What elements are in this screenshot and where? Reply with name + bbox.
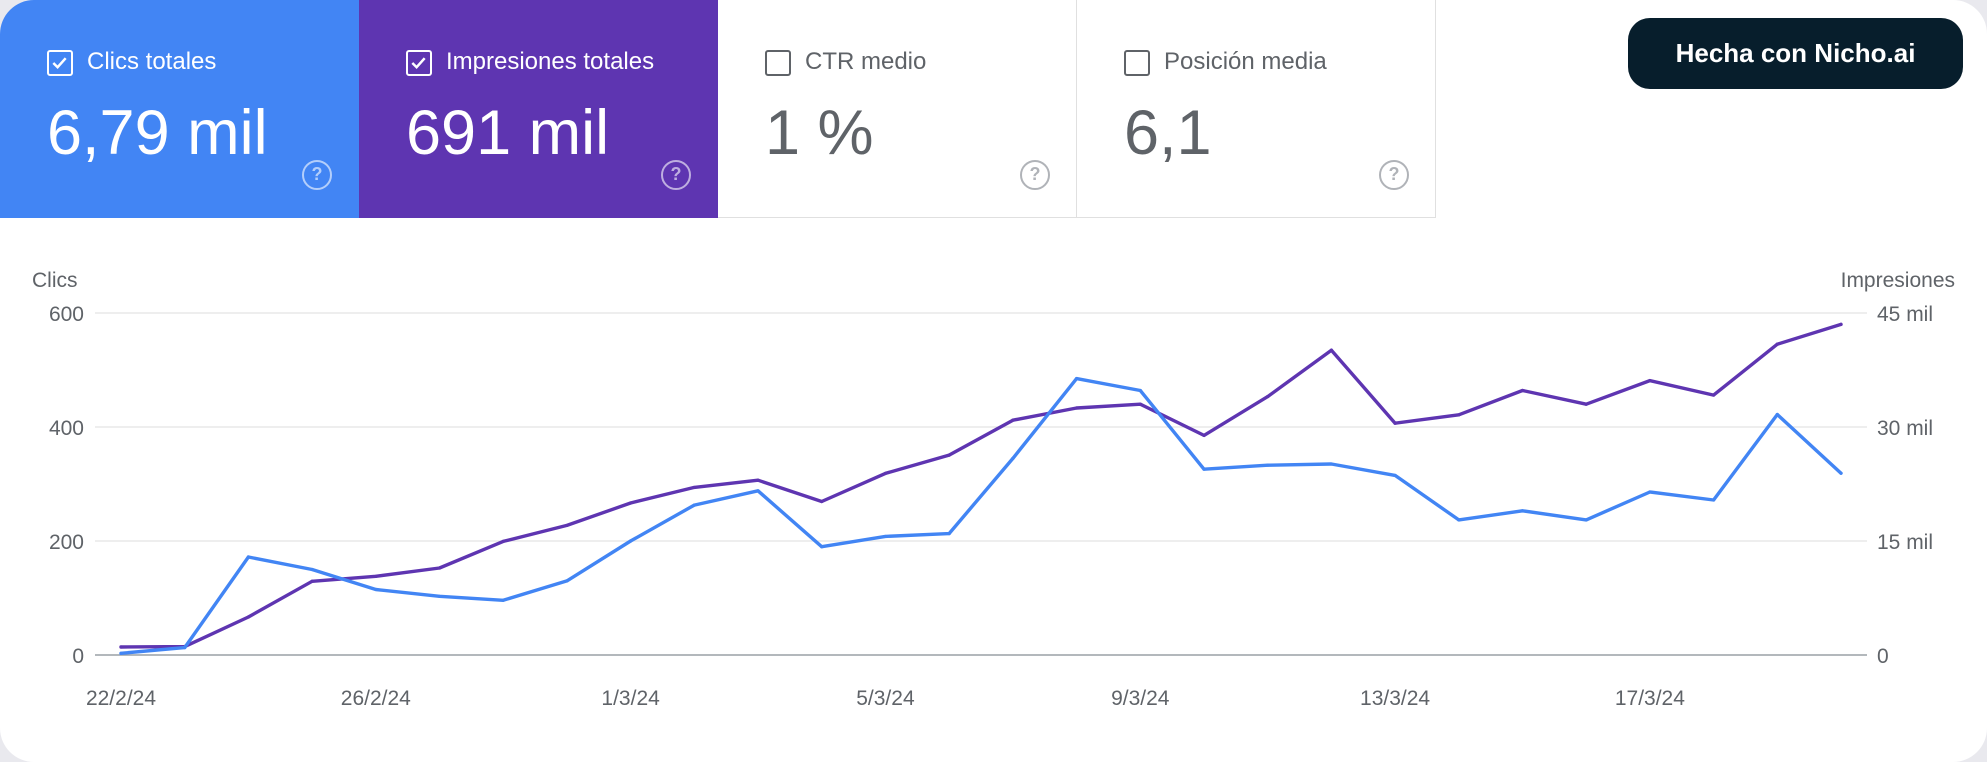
- impressions-point: [1266, 395, 1270, 399]
- position-value: 6,1: [1124, 98, 1212, 168]
- clicks-point: [883, 534, 888, 539]
- impressions-point: [1775, 342, 1779, 346]
- impressions-point: [1457, 413, 1461, 417]
- x-tick-label: 13/3/24: [1360, 687, 1430, 710]
- impressions-point: [501, 539, 505, 543]
- impressions-point: [1329, 348, 1333, 352]
- clicks-point: [1457, 518, 1461, 522]
- right-tick-label: 30 mil: [1877, 417, 1933, 440]
- left-tick-label: 400: [49, 417, 84, 440]
- impressions-point: [437, 566, 442, 570]
- clicks-point: [501, 598, 505, 602]
- clicks-point: [1329, 462, 1333, 466]
- metric-card-position[interactable]: Posición media 6,1 ?: [1077, 0, 1436, 218]
- impressions-point: [1648, 379, 1652, 383]
- clicks-point: [1839, 471, 1843, 475]
- clicks-point: [1520, 509, 1525, 513]
- x-tick-label: 5/3/24: [856, 687, 915, 710]
- clicks-point: [119, 651, 123, 655]
- clicks-point: [565, 579, 569, 583]
- clicks-point: [947, 531, 951, 536]
- help-icon[interactable]: ?: [1020, 160, 1050, 190]
- help-icon[interactable]: ?: [302, 160, 332, 190]
- impressions-point: [947, 453, 951, 457]
- clicks-point: [1648, 490, 1652, 494]
- clicks-point: [1202, 467, 1206, 471]
- impressions-checkbox[interactable]: [406, 50, 432, 76]
- clicks-point: [629, 539, 633, 543]
- impressions-point: [1839, 322, 1843, 326]
- clicks-point: [692, 503, 696, 507]
- clicks-point: [1266, 463, 1270, 467]
- help-icon[interactable]: ?: [661, 160, 691, 190]
- impressions-point: [883, 471, 888, 475]
- clicks-point: [437, 594, 442, 598]
- right-axis-title: Impresiones: [1841, 269, 1955, 292]
- impressions-point: [1202, 433, 1206, 437]
- impressions-value: 691 mil: [406, 98, 610, 168]
- x-tick-label: 26/2/24: [341, 687, 411, 710]
- metric-card-clicks[interactable]: Clics totales 6,79 mil ?: [0, 0, 359, 218]
- impressions-point: [246, 615, 251, 619]
- impressions-point: [374, 574, 378, 578]
- clicks-point: [183, 645, 187, 650]
- x-tick-label: 17/3/24: [1615, 687, 1685, 710]
- left-tick-label: 600: [49, 303, 84, 326]
- clicks-point: [1584, 518, 1588, 522]
- clicks-point: [246, 555, 251, 559]
- impressions-point: [1011, 418, 1015, 422]
- clicks-point: [1138, 388, 1142, 393]
- right-tick-label: 15 mil: [1877, 531, 1933, 554]
- impressions-point: [1584, 402, 1588, 406]
- metric-card-ctr[interactable]: CTR medio 1 % ?: [718, 0, 1077, 218]
- impressions-point: [1074, 406, 1079, 410]
- left-tick-label: 200: [49, 531, 84, 554]
- brand-badge[interactable]: Hecha con Nicho.ai: [1628, 18, 1963, 89]
- impressions-point: [692, 485, 696, 490]
- impressions-point: [629, 501, 633, 505]
- impressions-point: [1711, 393, 1716, 397]
- ctr-value: 1 %: [765, 98, 874, 168]
- clicks-point: [1074, 376, 1079, 381]
- position-checkbox[interactable]: [1124, 50, 1150, 76]
- clicks-value: 6,79 mil: [47, 98, 268, 168]
- x-tick-label: 1/3/24: [601, 687, 660, 710]
- impressions-point: [1520, 388, 1525, 393]
- clicks-series-line: [119, 376, 1843, 655]
- impressions-point: [1138, 402, 1142, 406]
- metric-cards: Clics totales 6,79 mil ? Impresiones tot…: [0, 0, 1436, 218]
- impressions-point: [1393, 421, 1397, 425]
- clicks-point: [1393, 473, 1397, 478]
- right-tick-label: 0: [1877, 645, 1889, 668]
- impressions-point: [119, 645, 123, 649]
- clicks-point: [310, 567, 314, 572]
- clicks-point: [756, 489, 760, 493]
- impressions-point: [565, 523, 569, 528]
- clicks-point: [1011, 456, 1015, 460]
- impressions-point: [820, 499, 824, 504]
- x-tick-label: 9/3/24: [1111, 687, 1170, 710]
- left-axis-title: Clics: [32, 269, 78, 292]
- impressions-point: [756, 478, 760, 482]
- clicks-point: [374, 587, 378, 592]
- ctr-checkbox[interactable]: [765, 50, 791, 76]
- impressions-point: [310, 579, 314, 583]
- x-tick-label: 22/2/24: [86, 687, 156, 710]
- help-icon[interactable]: ?: [1379, 160, 1409, 190]
- left-tick-label: 0: [72, 645, 84, 668]
- clicks-point: [1775, 412, 1779, 417]
- clicks-point: [820, 545, 824, 549]
- right-tick-label: 45 mil: [1877, 303, 1933, 326]
- clicks-point: [1711, 498, 1716, 502]
- metric-card-impressions[interactable]: Impresiones totales 691 mil ?: [359, 0, 718, 218]
- clicks-checkbox[interactable]: [47, 50, 73, 76]
- impressions-series-line: [119, 322, 1843, 649]
